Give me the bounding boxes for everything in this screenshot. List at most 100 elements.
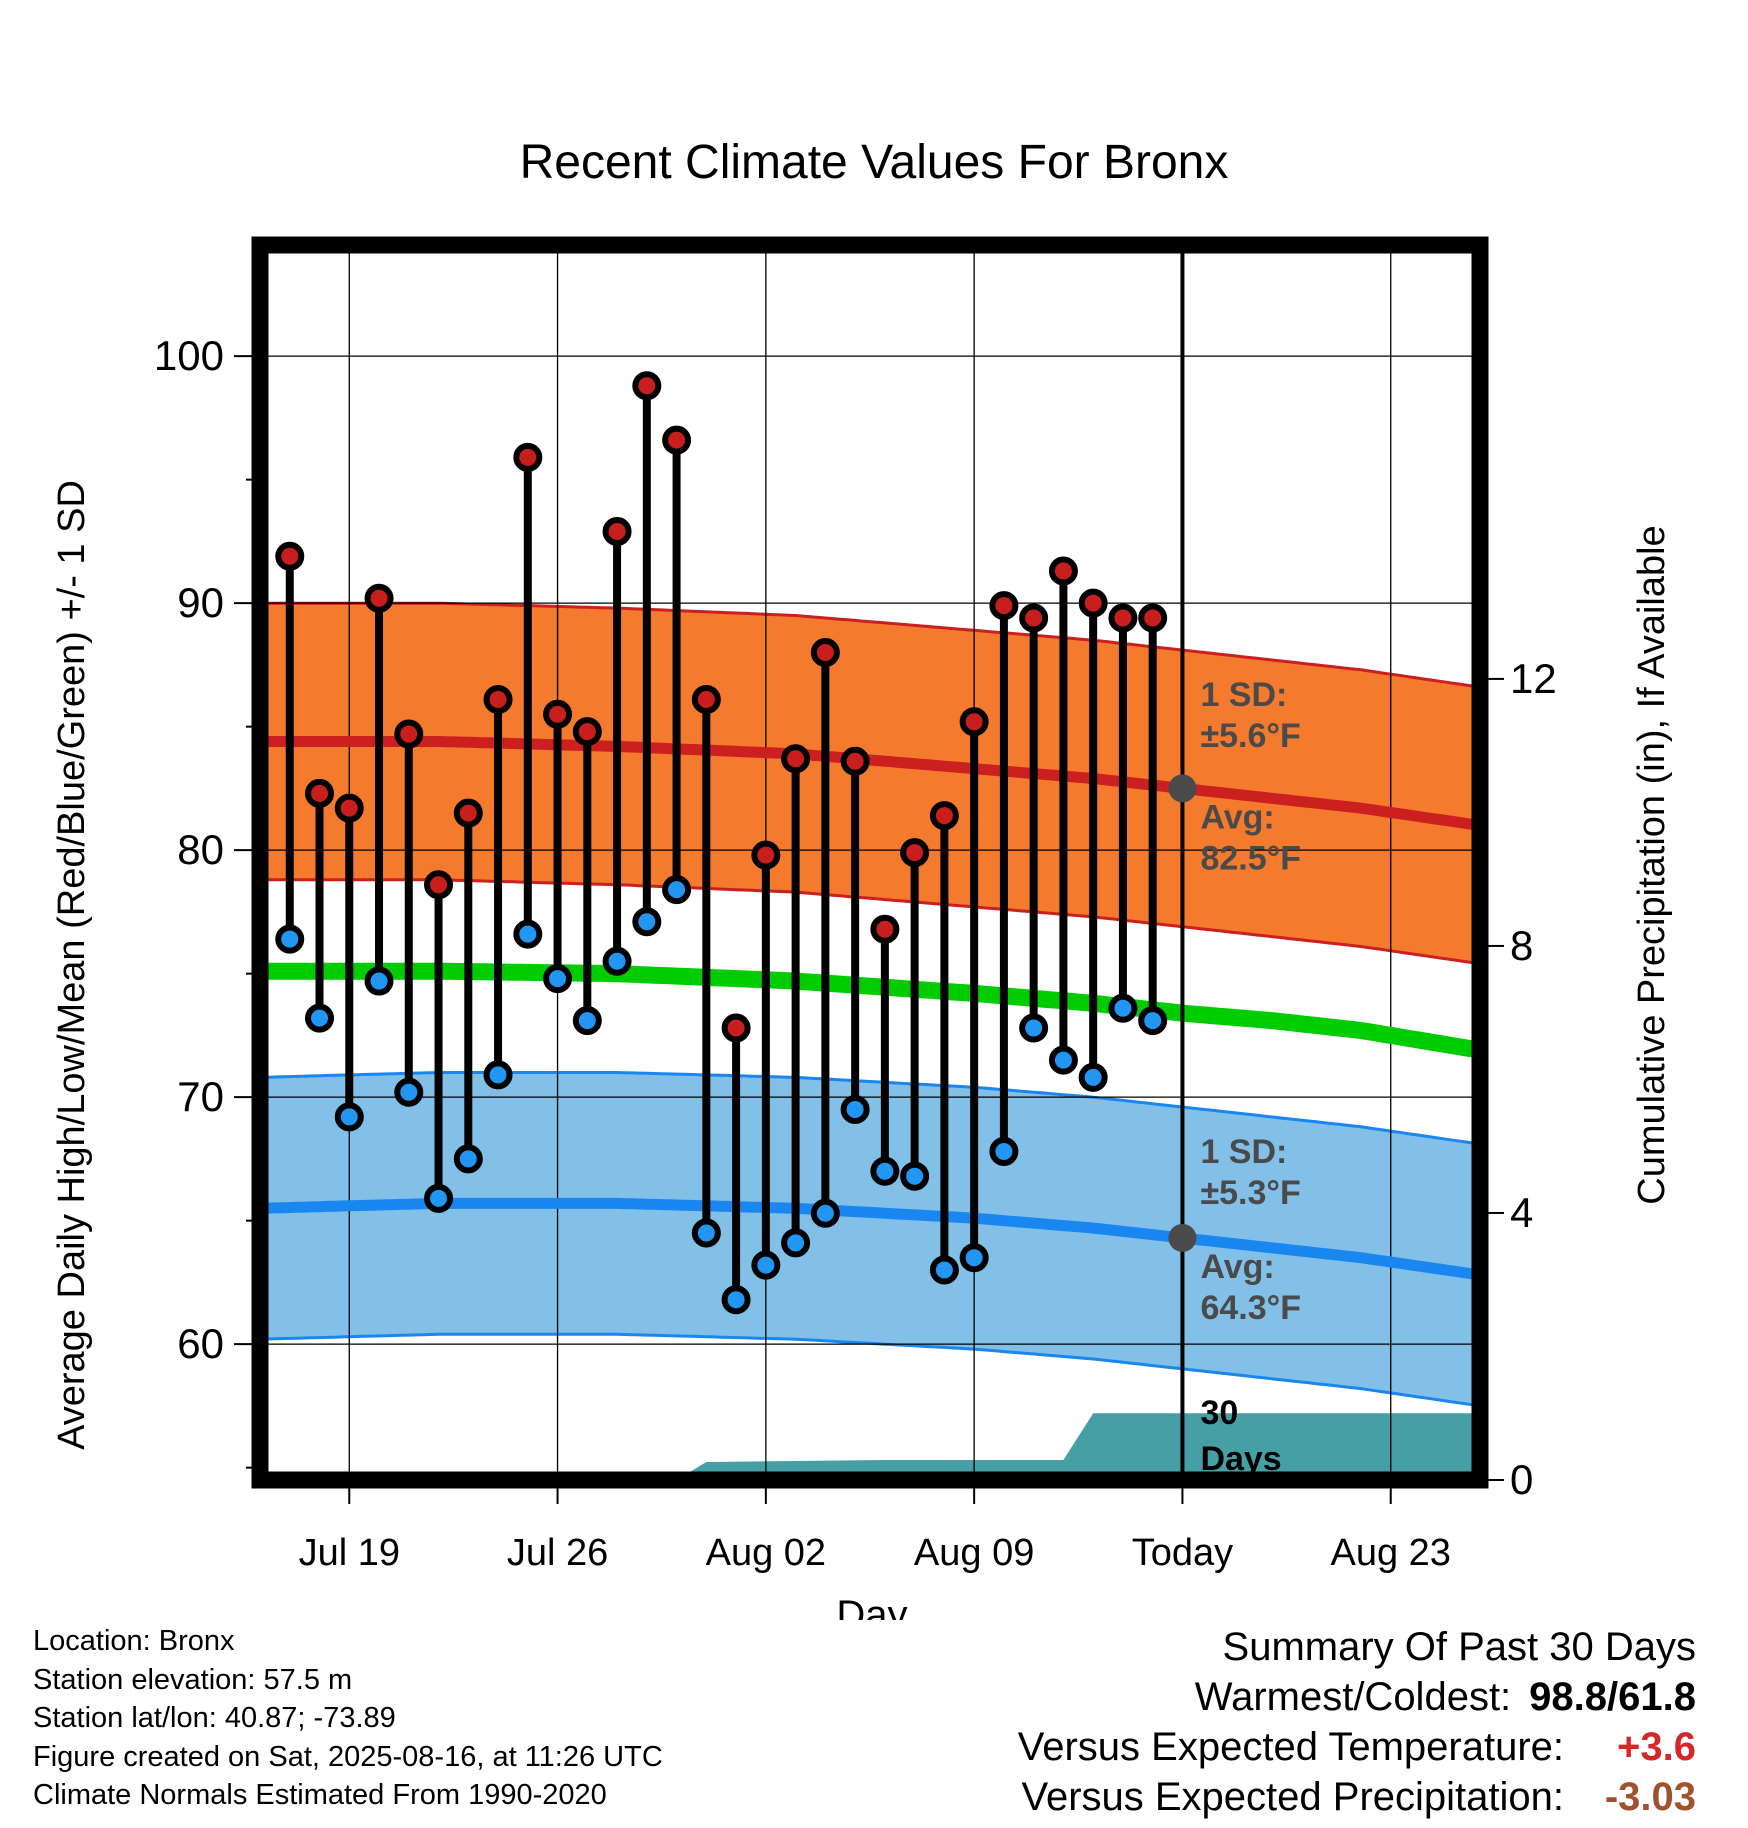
x-tick-label: Jul 26: [507, 1532, 608, 1574]
daily-low-point: [751, 1250, 781, 1280]
y-tick-label: 60: [177, 1320, 224, 1367]
x-tick-label: Aug 09: [914, 1532, 1034, 1574]
y2-tick-label: 12: [1510, 655, 1557, 702]
daily-low-point: [900, 1161, 930, 1191]
x-tick-label: Aug 23: [1331, 1532, 1451, 1574]
daily-low-point: [513, 919, 543, 949]
daily-high-point: [424, 870, 454, 900]
daily-high-point: [929, 801, 959, 831]
y-tick-label: 90: [177, 579, 224, 626]
low-avg-marker: [1168, 1223, 1197, 1252]
location-text: Location: Bronx: [33, 1625, 235, 1657]
normals-text: Climate Normals Estimated From 1990-2020: [33, 1779, 607, 1811]
high-avg-value: 82.5°F: [1200, 839, 1301, 877]
high-sd-value: ±5.6°F: [1200, 717, 1300, 755]
temp-row: Versus Expected Temperature: +3.6: [1018, 1722, 1696, 1772]
y2-axis-label: Cumulative Precipitation (in), If Availa…: [1631, 525, 1673, 1204]
summary-title: Summary Of Past 30 Days: [1222, 1625, 1696, 1669]
daily-low-point: [424, 1183, 454, 1213]
precip-row: Versus Expected Precipitation: -3.03: [1018, 1772, 1696, 1822]
daily-high-point: [1048, 556, 1078, 586]
daily-high-point: [1108, 603, 1138, 633]
daily-high-point: [989, 591, 1019, 621]
high-sd-upper-line: [260, 601, 1480, 689]
daily-low-point: [929, 1255, 959, 1285]
created-text: Figure created on Sat, 2025-08-16, at 11…: [33, 1740, 663, 1773]
precipitation-area: [676, 1413, 1480, 1480]
daily-high-point: [483, 684, 513, 714]
daily-low-point: [364, 966, 394, 996]
daily-low-point: [632, 907, 662, 937]
daily-high-point: [781, 744, 811, 774]
station-info: Location: Bronx Station elevation: 57.5 …: [33, 1622, 663, 1815]
precip-label: Versus Expected Precipitation:: [1021, 1775, 1564, 1819]
daily-high-point: [662, 425, 692, 455]
daily-high-point: [840, 746, 870, 776]
daily-low-point: [305, 1003, 335, 1033]
daily-low-point: [721, 1285, 751, 1315]
daily-high-point: [572, 717, 602, 747]
daily-high-point: [870, 914, 900, 944]
daily-low-point: [572, 1006, 602, 1036]
daily-low-point: [1138, 1006, 1168, 1036]
daily-low-point: [394, 1077, 424, 1107]
daily-high-point: [305, 778, 335, 808]
daily-low-point: [1108, 993, 1138, 1023]
climate-chart: Recent Climate Values For Bronx 1 SD:±5.…: [51, 136, 1673, 1620]
daily-low-point: [781, 1228, 811, 1258]
high-sd-band: [260, 603, 1480, 964]
daily-high-point: [334, 793, 364, 823]
y-tick-label: 100: [154, 332, 224, 379]
normal-high-line: [260, 736, 1480, 831]
plot-border: [251, 236, 1489, 1489]
daily-high-point: [275, 541, 305, 571]
daily-low-point: [959, 1243, 989, 1273]
daily-high-point: [543, 699, 573, 729]
low-avg-label: Avg:: [1200, 1248, 1274, 1286]
daily-high-point: [602, 517, 632, 547]
normal-low-line: [260, 1197, 1480, 1281]
daily-low-point: [602, 946, 632, 976]
x-axis-label: Day: [836, 1593, 907, 1620]
y2-tick-label: 0: [1510, 1456, 1533, 1503]
high-sd-lower-line: [260, 878, 1480, 966]
daily-low-point: [662, 875, 692, 905]
precip-value: -3.03: [1604, 1775, 1696, 1819]
temp-value: +3.6: [1617, 1725, 1696, 1769]
x-tick-label: Aug 02: [706, 1532, 826, 1574]
daily-high-point: [900, 838, 930, 868]
daily-low-point: [1078, 1062, 1108, 1092]
chart-title: Recent Climate Values For Bronx: [520, 136, 1229, 189]
daily-low-point: [691, 1218, 721, 1248]
temp-label: Versus Expected Temperature:: [1017, 1725, 1564, 1769]
low-sd-value: ±5.3°F: [1200, 1174, 1300, 1212]
y2-tick-label: 8: [1510, 922, 1533, 969]
daily-high-point: [364, 583, 394, 613]
high-sd-label: 1 SD:: [1200, 676, 1287, 714]
daily-low-point: [483, 1060, 513, 1090]
daily-high-point: [691, 684, 721, 714]
plot-frame: 60 70 80 90 100 0 4 8 12 Jul 19 Jul 26 Aug 02 Aug 09…: [154, 236, 1557, 1574]
daily-high-point: [1019, 603, 1049, 633]
y-tick-label: 80: [177, 826, 224, 873]
y-axis-label: Average Daily High/Low/Mean (Red/Blue/Gr…: [51, 480, 93, 1450]
daily-high-point: [632, 371, 662, 401]
low-sd-lower-line: [260, 1332, 1480, 1408]
low-sd-band: [260, 1072, 1480, 1406]
latlon-text: Station lat/lon: 40.87; -73.89: [33, 1702, 396, 1734]
daily-high-point: [810, 638, 840, 668]
daily-high-point: [394, 719, 424, 749]
normal-mean-line: [260, 962, 1480, 1059]
high-avg-label: Avg:: [1200, 798, 1274, 836]
low-avg-value: 64.3°F: [1200, 1289, 1301, 1327]
daily-low-point: [810, 1198, 840, 1228]
daily-high-point: [1078, 588, 1108, 618]
high-avg-marker: [1168, 774, 1197, 803]
x-tick-label: Today: [1132, 1532, 1233, 1574]
daily-high-point: [513, 442, 543, 472]
y2-tick-label: 4: [1510, 1189, 1533, 1236]
low-sd-label: 1 SD:: [1200, 1133, 1287, 1171]
daily-low-point: [840, 1095, 870, 1124]
daily-high-point: [1138, 603, 1168, 633]
